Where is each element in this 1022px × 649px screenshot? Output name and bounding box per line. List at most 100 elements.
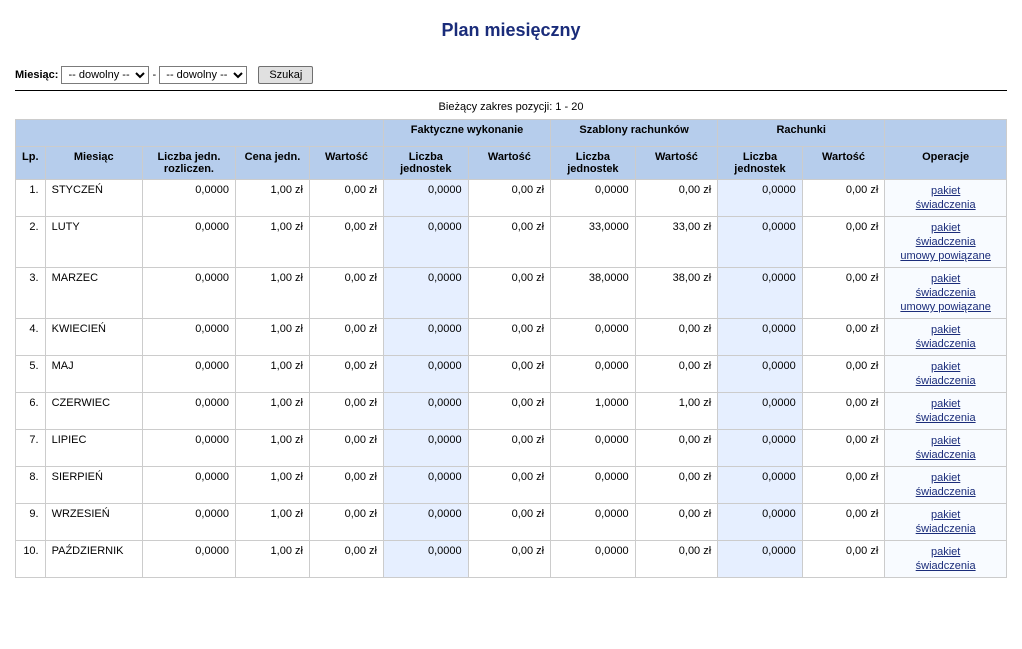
cell-operacje: pakietświadczenia xyxy=(885,319,1007,356)
header-row: Lp. Miesiąc Liczba jedn. rozliczen. Cena… xyxy=(16,147,1007,180)
link-swiadczenia[interactable]: świadczenia xyxy=(891,235,1000,249)
table-row: 2.LUTY0,00001,00 zł0,00 zł0,00000,00 zł3… xyxy=(16,217,1007,268)
month-from-select[interactable]: -- dowolny -- xyxy=(61,66,149,84)
cell-cj: 1,00 zł xyxy=(235,541,309,578)
filter-row: Miesiąc: -- dowolny -- - -- dowolny -- S… xyxy=(15,66,1007,84)
cell-cj: 1,00 zł xyxy=(235,393,309,430)
cell-rw: 0,00 zł xyxy=(802,180,885,217)
cell-miesiac: PAŹDZIERNIK xyxy=(45,541,142,578)
link-pakiet[interactable]: pakiet xyxy=(891,434,1000,448)
cell-ljr: 0,0000 xyxy=(142,393,235,430)
link-swiadczenia[interactable]: świadczenia xyxy=(891,411,1000,425)
cell-flj: 0,0000 xyxy=(384,319,469,356)
cell-rlj: 0,0000 xyxy=(718,430,803,467)
cell-ljr: 0,0000 xyxy=(142,467,235,504)
col-slj: Liczba jednostek xyxy=(551,147,636,180)
link-swiadczenia[interactable]: świadczenia xyxy=(891,374,1000,388)
link-pakiet[interactable]: pakiet xyxy=(891,360,1000,374)
link-pakiet[interactable]: pakiet xyxy=(891,397,1000,411)
link-pakiet[interactable]: pakiet xyxy=(891,221,1000,235)
cell-rlj: 0,0000 xyxy=(718,467,803,504)
cell-lp: 10. xyxy=(16,541,46,578)
cell-fw: 0,00 zł xyxy=(468,356,550,393)
cell-lp: 7. xyxy=(16,430,46,467)
search-button[interactable]: Szukaj xyxy=(258,66,313,84)
cell-rlj: 0,0000 xyxy=(718,180,803,217)
cell-sw: 0,00 zł xyxy=(635,319,718,356)
cell-lp: 1. xyxy=(16,180,46,217)
cell-slj: 0,0000 xyxy=(551,356,636,393)
cell-rw: 0,00 zł xyxy=(802,217,885,268)
header-group-faktyczne: Faktyczne wykonanie xyxy=(384,120,551,147)
cell-cj: 1,00 zł xyxy=(235,356,309,393)
header-group-row: Faktyczne wykonanie Szablony rachunków R… xyxy=(16,120,1007,147)
cell-slj: 0,0000 xyxy=(551,504,636,541)
cell-rw: 0,00 zł xyxy=(802,504,885,541)
cell-rw: 0,00 zł xyxy=(802,393,885,430)
cell-miesiac: MARZEC xyxy=(45,268,142,319)
range-label: Bieżący zakres pozycji: 1 - 20 xyxy=(15,101,1007,113)
link-pakiet[interactable]: pakiet xyxy=(891,272,1000,286)
cell-rw: 0,00 zł xyxy=(802,356,885,393)
cell-operacje: pakietświadczeniaumowy powiązane xyxy=(885,268,1007,319)
link-pakiet[interactable]: pakiet xyxy=(891,323,1000,337)
link-swiadczenia[interactable]: świadczenia xyxy=(891,448,1000,462)
table-row: 8.SIERPIEŃ0,00001,00 zł0,00 zł0,00000,00… xyxy=(16,467,1007,504)
cell-operacje: pakietświadczenia xyxy=(885,541,1007,578)
cell-lp: 2. xyxy=(16,217,46,268)
cell-rlj: 0,0000 xyxy=(718,504,803,541)
col-lp: Lp. xyxy=(16,147,46,180)
link-pakiet[interactable]: pakiet xyxy=(891,184,1000,198)
table-row: 6.CZERWIEC0,00001,00 zł0,00 zł0,00000,00… xyxy=(16,393,1007,430)
cell-fw: 0,00 zł xyxy=(468,504,550,541)
cell-operacje: pakietświadczenia xyxy=(885,467,1007,504)
cell-miesiac: SIERPIEŃ xyxy=(45,467,142,504)
cell-w: 0,00 zł xyxy=(309,504,383,541)
table-row: 7.LIPIEC0,00001,00 zł0,00 zł0,00000,00 z… xyxy=(16,430,1007,467)
link-umowy-powiazane[interactable]: umowy powiązane xyxy=(891,249,1000,263)
cell-operacje: pakietświadczenia xyxy=(885,393,1007,430)
cell-ljr: 0,0000 xyxy=(142,319,235,356)
link-swiadczenia[interactable]: świadczenia xyxy=(891,198,1000,212)
cell-miesiac: KWIECIEŃ xyxy=(45,319,142,356)
cell-w: 0,00 zł xyxy=(309,356,383,393)
cell-w: 0,00 zł xyxy=(309,541,383,578)
col-sw: Wartość xyxy=(635,147,718,180)
cell-miesiac: CZERWIEC xyxy=(45,393,142,430)
cell-operacje: pakietświadczenia xyxy=(885,180,1007,217)
cell-w: 0,00 zł xyxy=(309,393,383,430)
cell-rw: 0,00 zł xyxy=(802,268,885,319)
cell-operacje: pakietświadczeniaumowy powiązane xyxy=(885,217,1007,268)
link-pakiet[interactable]: pakiet xyxy=(891,545,1000,559)
link-umowy-powiazane[interactable]: umowy powiązane xyxy=(891,300,1000,314)
link-swiadczenia[interactable]: świadczenia xyxy=(891,559,1000,573)
cell-flj: 0,0000 xyxy=(384,393,469,430)
cell-cj: 1,00 zł xyxy=(235,504,309,541)
cell-cj: 1,00 zł xyxy=(235,430,309,467)
link-pakiet[interactable]: pakiet xyxy=(891,508,1000,522)
cell-flj: 0,0000 xyxy=(384,268,469,319)
cell-fw: 0,00 zł xyxy=(468,467,550,504)
cell-sw: 0,00 zł xyxy=(635,541,718,578)
cell-lp: 5. xyxy=(16,356,46,393)
link-swiadczenia[interactable]: świadczenia xyxy=(891,337,1000,351)
cell-miesiac: MAJ xyxy=(45,356,142,393)
link-swiadczenia[interactable]: świadczenia xyxy=(891,522,1000,536)
table-row: 1.STYCZEŃ0,00001,00 zł0,00 zł0,00000,00 … xyxy=(16,180,1007,217)
cell-slj: 38,0000 xyxy=(551,268,636,319)
link-swiadczenia[interactable]: świadczenia xyxy=(891,286,1000,300)
cell-operacje: pakietświadczenia xyxy=(885,356,1007,393)
link-swiadczenia[interactable]: świadczenia xyxy=(891,485,1000,499)
month-label: Miesiąc: xyxy=(15,69,58,81)
cell-sw: 33,00 zł xyxy=(635,217,718,268)
cell-ljr: 0,0000 xyxy=(142,504,235,541)
col-flj: Liczba jednostek xyxy=(384,147,469,180)
cell-slj: 1,0000 xyxy=(551,393,636,430)
cell-rlj: 0,0000 xyxy=(718,541,803,578)
col-operacje: Operacje xyxy=(885,147,1007,180)
cell-miesiac: STYCZEŃ xyxy=(45,180,142,217)
cell-rlj: 0,0000 xyxy=(718,356,803,393)
link-pakiet[interactable]: pakiet xyxy=(891,471,1000,485)
month-to-select[interactable]: -- dowolny -- xyxy=(159,66,247,84)
cell-lp: 4. xyxy=(16,319,46,356)
